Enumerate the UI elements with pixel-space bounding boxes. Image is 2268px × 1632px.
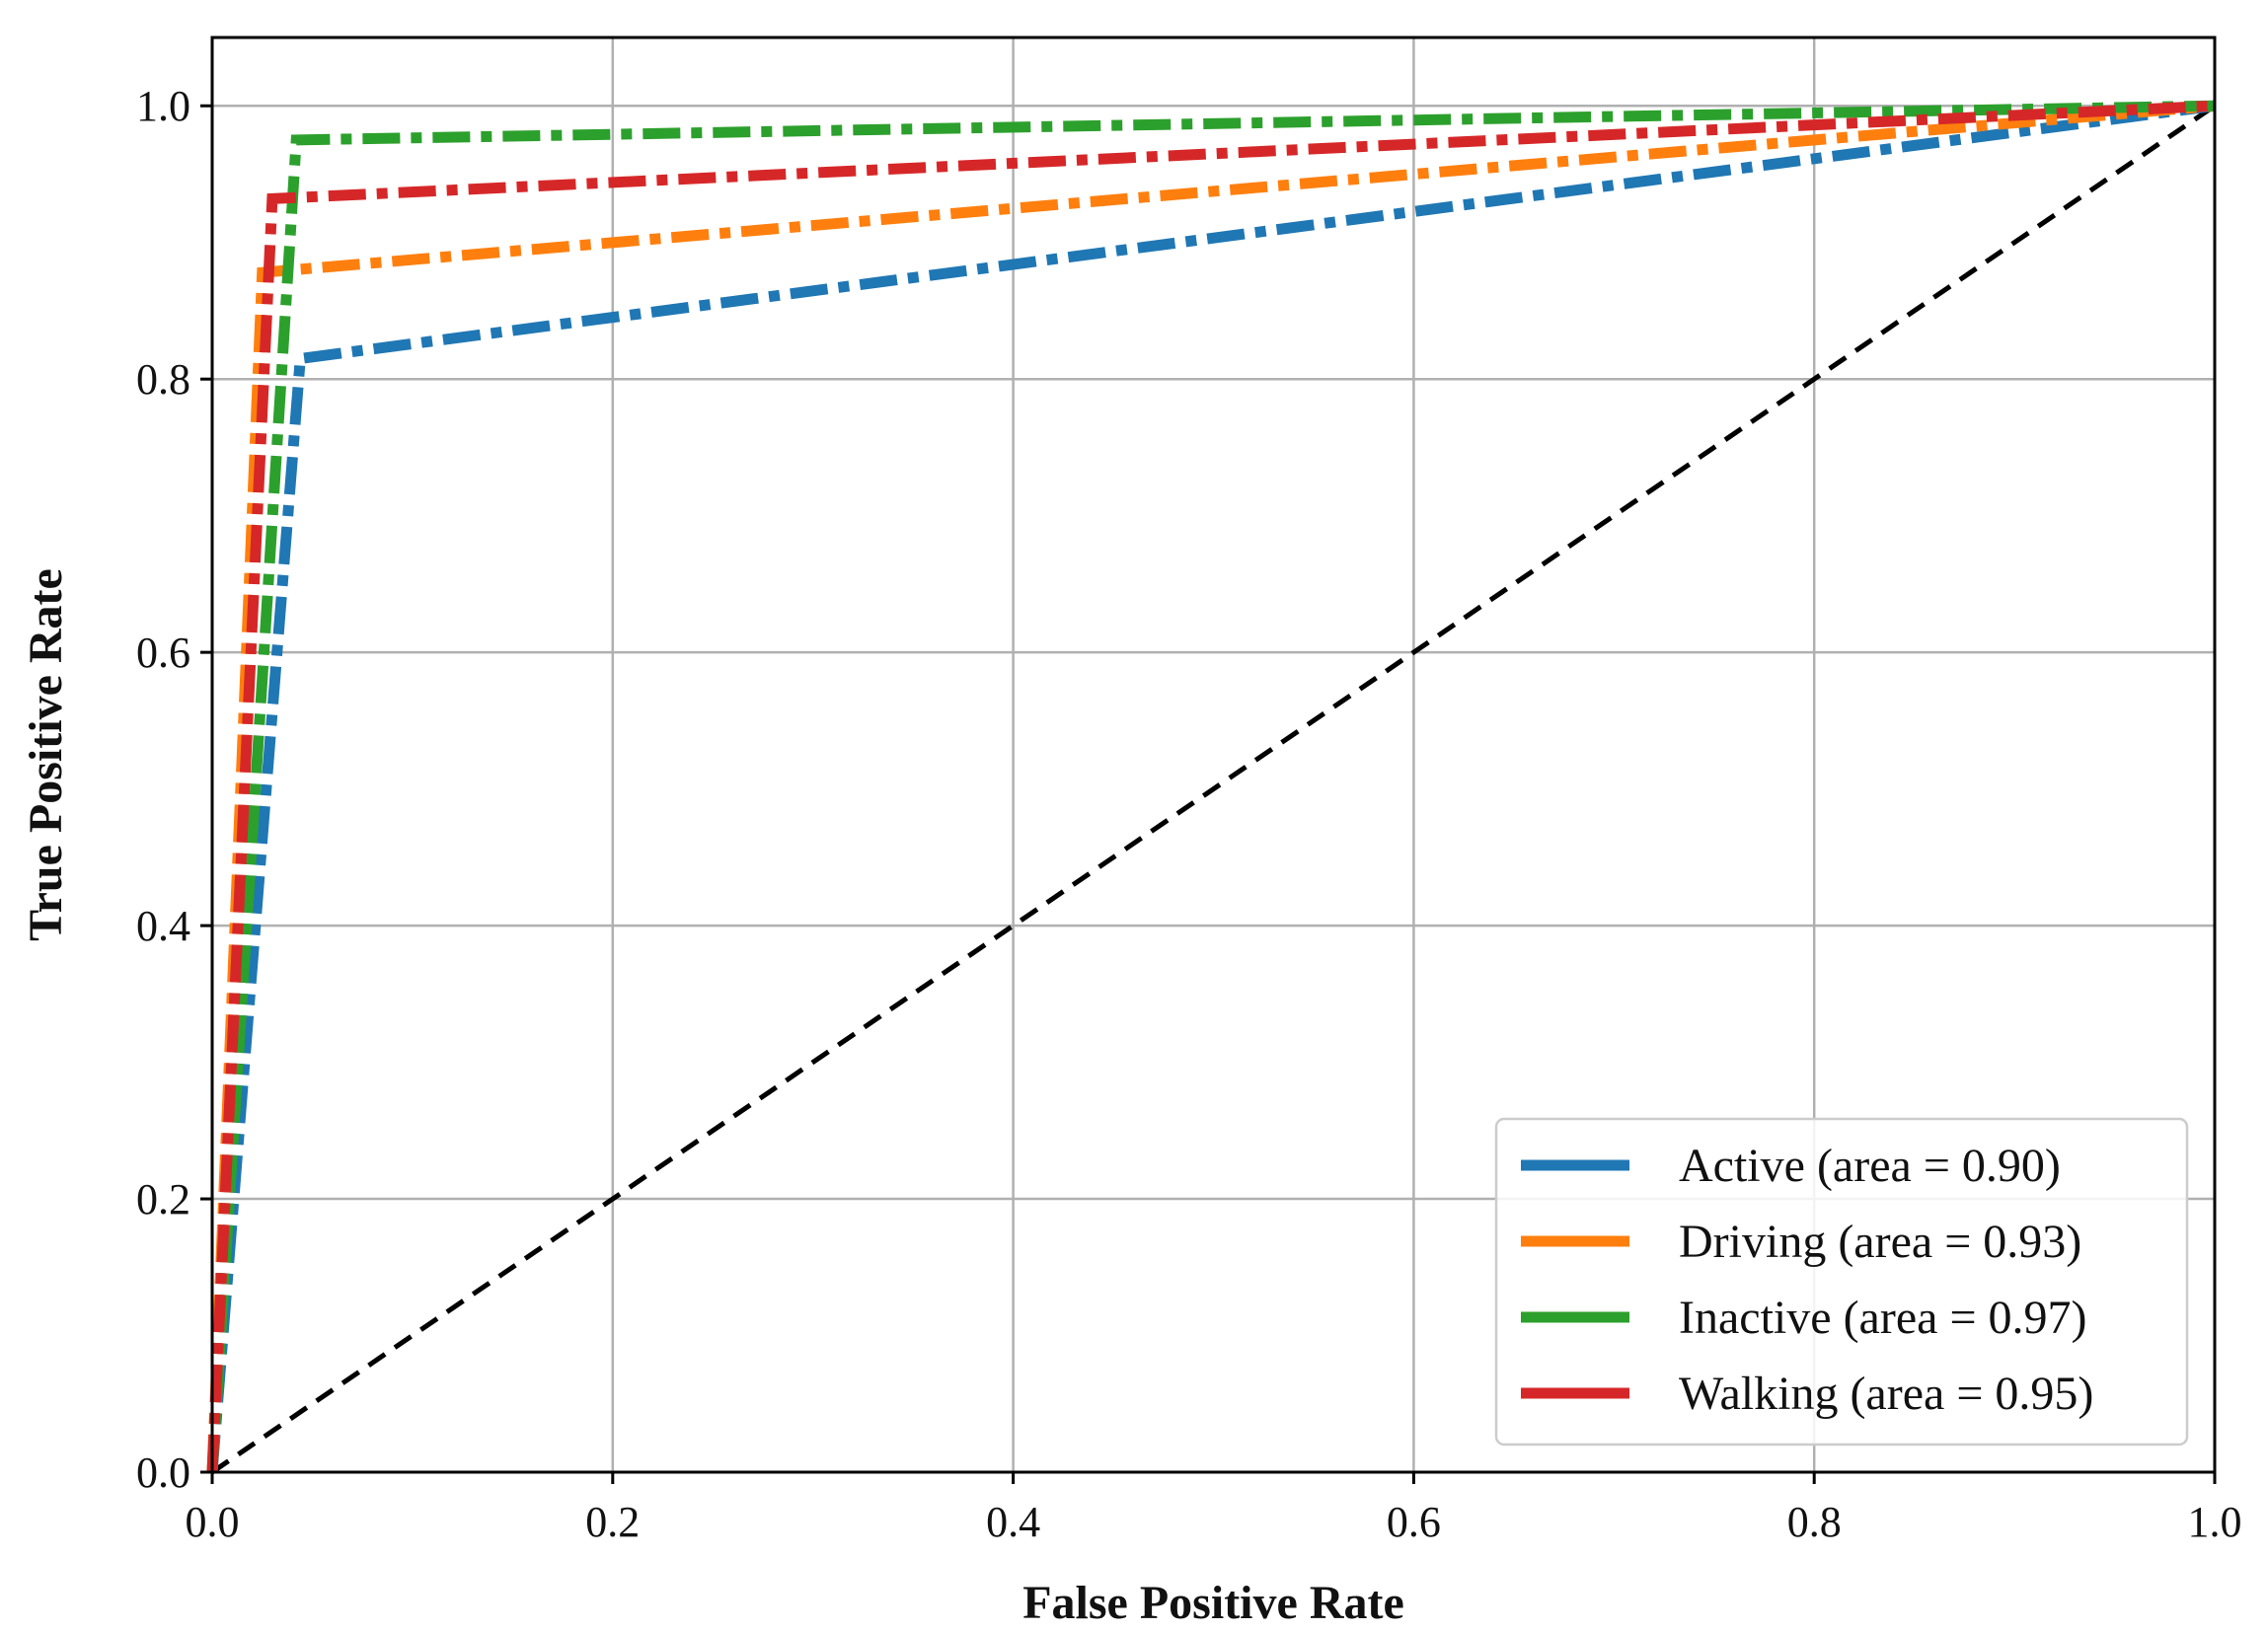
y-tick-label: 0.2 (136, 1175, 190, 1224)
x-tick-label: 0.2 (585, 1498, 640, 1546)
legend-box (1494, 1117, 2189, 1447)
legend-label-active: Active (area = 0.90) (1679, 1140, 2061, 1192)
reference-line-chance (210, 104, 2217, 1475)
legend-label-driving: Driving (area = 0.93) (1679, 1216, 2081, 1268)
reference-layer (210, 104, 2217, 1475)
legend-label-inactive: Inactive (area = 0.97) (1679, 1292, 2087, 1344)
grid (210, 37, 2217, 1474)
series-line-walking (206, 100, 2216, 1473)
x-axis-title: False Positive Rate (1022, 1577, 1404, 1629)
series-line-active (206, 100, 2216, 1473)
legend: Active (area = 0.90) Driving (area = 0.93… (1494, 1117, 2189, 1447)
y-tick-label: 0.4 (136, 902, 190, 950)
y-axis-title: True Positive Rate (20, 568, 72, 941)
legend-label-walking: Walking (area = 0.95) (1679, 1368, 2093, 1420)
series-layer (206, 100, 2216, 1473)
x-tick-label: 0.4 (986, 1498, 1040, 1546)
series-line-inactive (206, 100, 2216, 1473)
y-tick-label: 1.0 (136, 82, 190, 130)
x-tick-label: 0.6 (1387, 1498, 1441, 1546)
plot-frame (210, 36, 2217, 1474)
ticks: 0.0 0.2 0.4 0.6 0.8 1.0 0.0 0.2 0.4 0.6 0.8 1.0 (136, 82, 2242, 1546)
x-tick-label: 0.0 (186, 1498, 240, 1546)
y-tick-label: 0.0 (136, 1448, 190, 1497)
x-tick-label: 0.8 (1787, 1498, 1842, 1546)
y-tick-label: 0.6 (136, 629, 190, 677)
y-tick-label: 0.8 (136, 355, 190, 404)
x-tick-label: 1.0 (2188, 1498, 2242, 1546)
